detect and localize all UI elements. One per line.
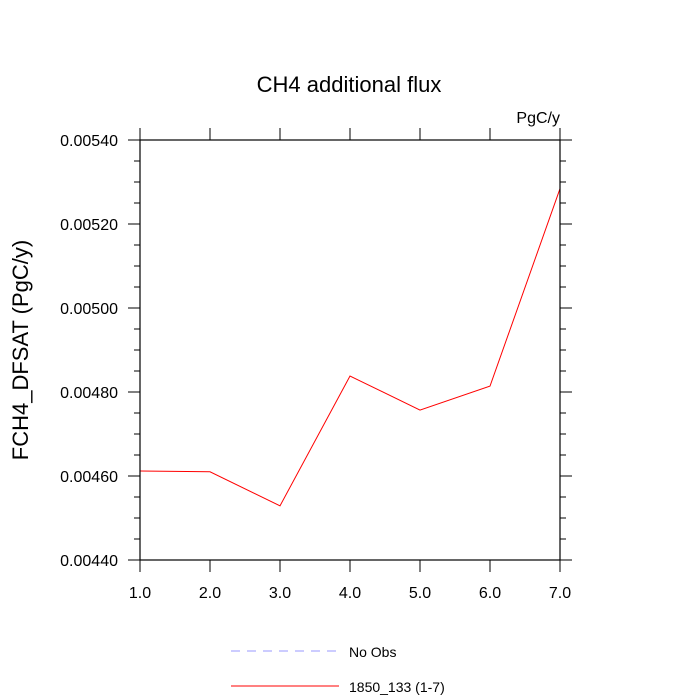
axis-ticks — [128, 128, 572, 572]
chart-title: CH4 additional flux — [257, 72, 442, 97]
x-tick-label: 6.0 — [479, 585, 501, 602]
x-tick-label: 4.0 — [339, 585, 361, 602]
y-tick-labels: 0.00440 0.00460 0.00480 0.00500 0.00520 0.005… — [60, 133, 118, 570]
series-line — [139, 188, 561, 507]
legend: No Obs 1850_133 (1-7) — [231, 644, 445, 695]
legend-label: No Obs — [349, 644, 396, 660]
x-tick-label: 3.0 — [269, 585, 291, 602]
y-tick-label: 0.00520 — [60, 217, 118, 234]
y-axis-label: FCH4_DFSAT (PgC/y) — [8, 240, 33, 460]
y-tick-label: 0.00500 — [60, 301, 118, 318]
x-tick-label: 5.0 — [409, 585, 431, 602]
y-tick-label: 0.00540 — [60, 133, 118, 150]
x-tick-label: 1.0 — [129, 585, 151, 602]
plot-frame — [139, 139, 561, 561]
x-tick-label: 7.0 — [549, 585, 571, 602]
y-tick-label: 0.00440 — [60, 553, 118, 570]
units-label: PgC/y — [516, 110, 560, 127]
x-tick-labels: 1.0 2.0 3.0 4.0 5.0 6.0 7.0 — [129, 585, 571, 602]
y-tick-label: 0.00480 — [60, 385, 118, 402]
series-layer — [139, 188, 561, 507]
x-tick-label: 2.0 — [199, 585, 221, 602]
y-tick-label: 0.00460 — [60, 469, 118, 486]
legend-label: 1850_133 (1-7) — [349, 679, 445, 695]
